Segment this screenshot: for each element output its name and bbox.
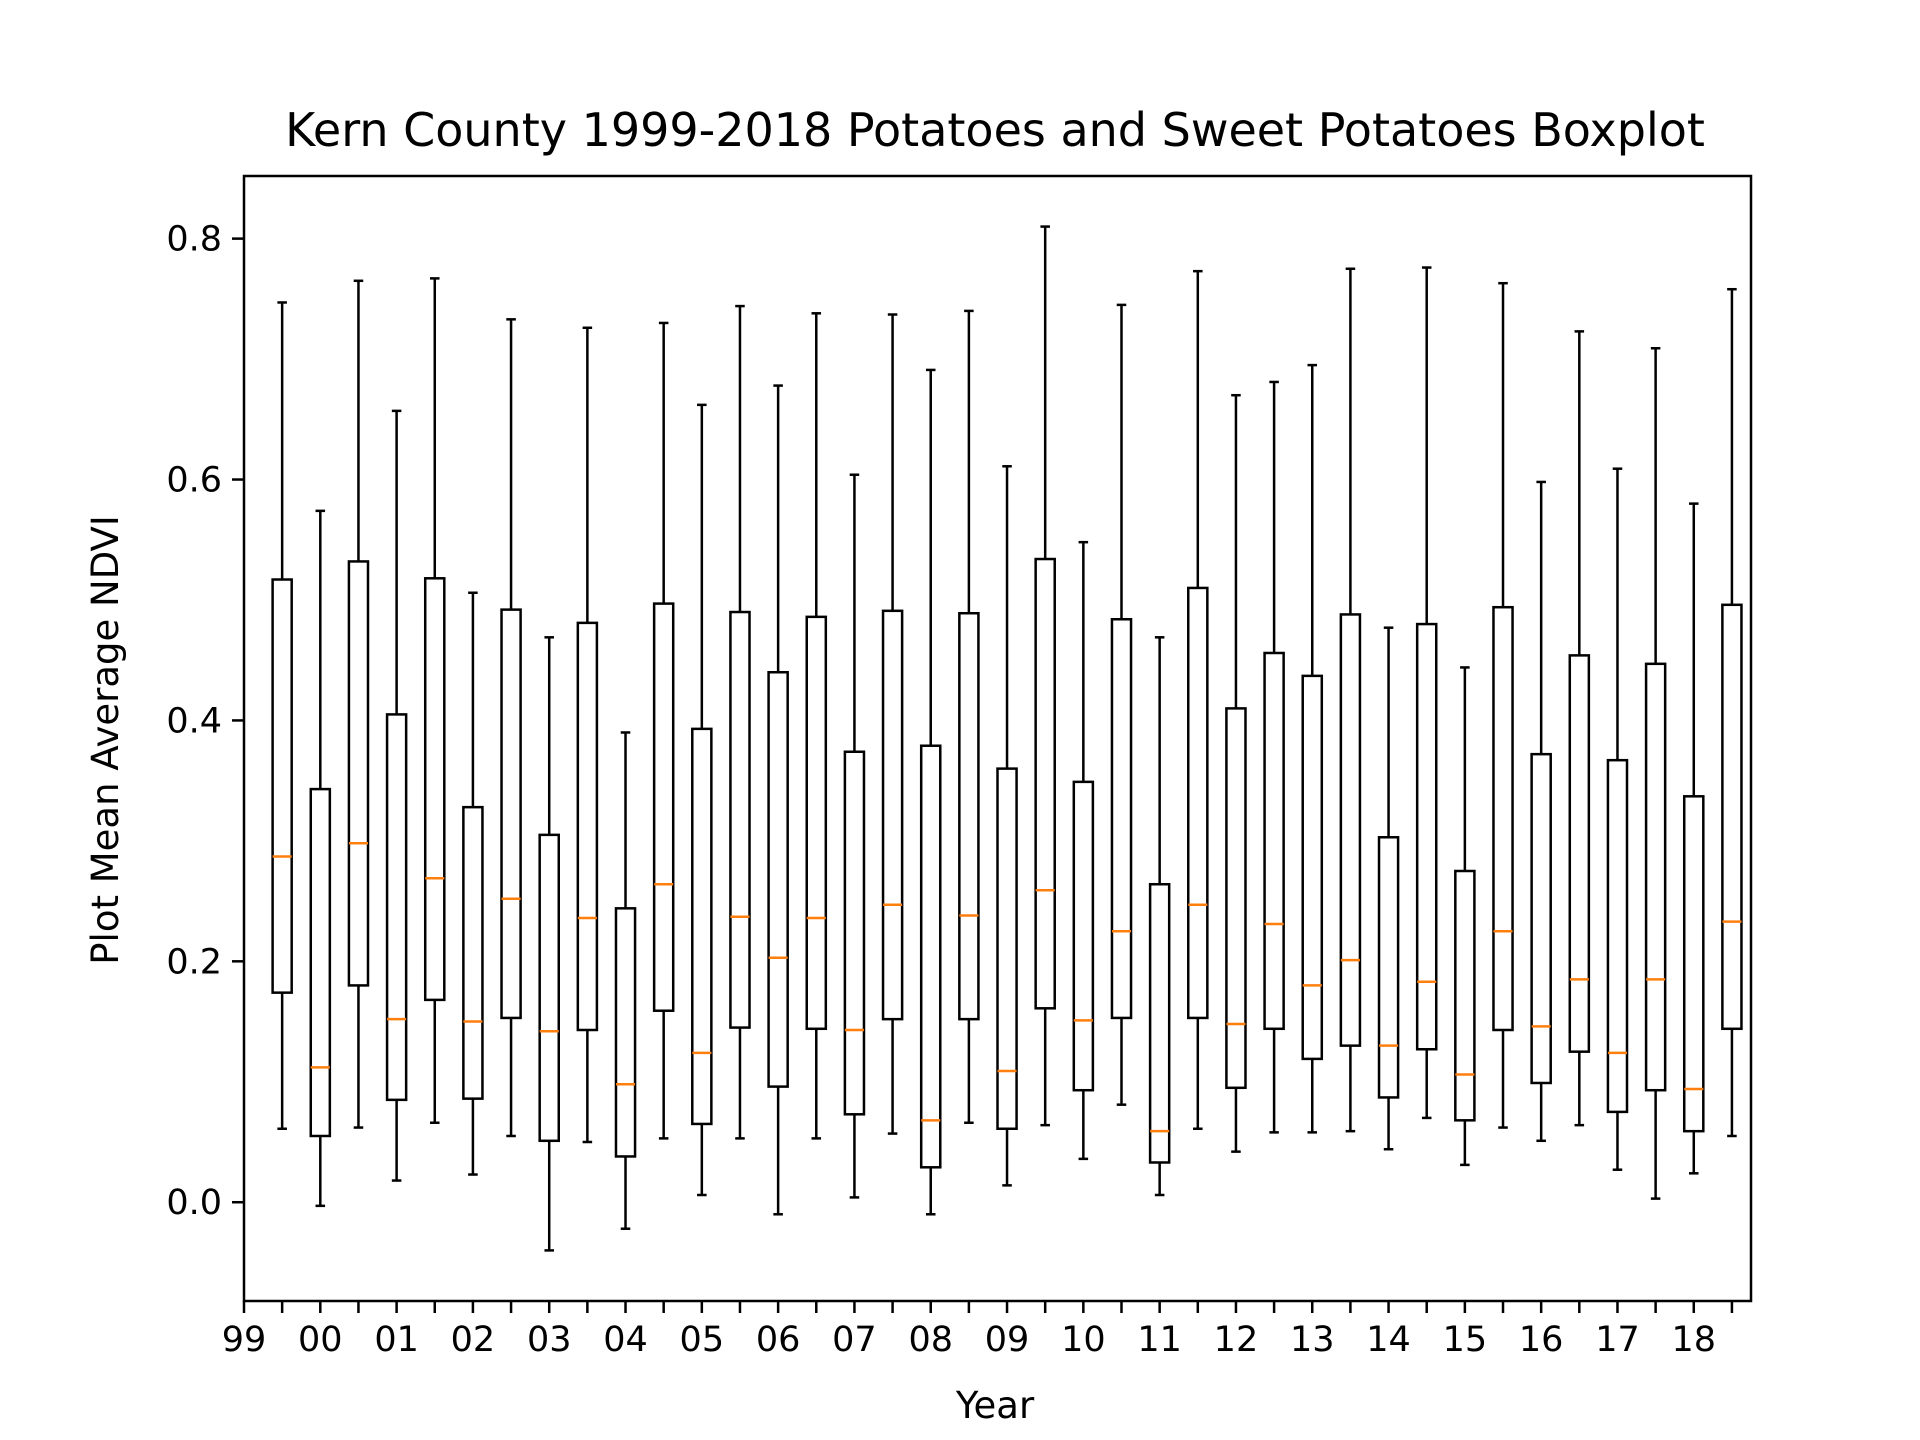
y-tick-label: 0.8 xyxy=(166,220,222,260)
box xyxy=(1339,613,1362,1047)
chart-title: Kern County 1999-2018 Potatoes and Sweet… xyxy=(285,103,1705,157)
box xyxy=(729,610,751,1029)
box xyxy=(958,611,980,1021)
y-tick-label: 0.0 xyxy=(166,1183,222,1223)
box xyxy=(500,608,522,1020)
box xyxy=(1721,603,1743,1031)
box xyxy=(691,727,713,1126)
box xyxy=(1034,557,1056,1010)
x-tick-label: 07 xyxy=(832,1320,877,1360)
y-axis-label: Plot Mean Average NDVI xyxy=(84,515,127,965)
box xyxy=(538,833,561,1143)
box xyxy=(423,577,446,1002)
x-tick-label: 01 xyxy=(374,1320,419,1360)
box xyxy=(805,615,828,1031)
x-tick-label: 04 xyxy=(603,1320,648,1360)
plot-area: 0.0 0.2 0.4 0.6 0.8 99 00 01 02 03 04 05 06 07 08 09 10 1… xyxy=(166,220,1743,1360)
x-tick-label: 08 xyxy=(908,1320,953,1360)
plot-frame xyxy=(242,174,1753,1303)
x-tick-label: 00 xyxy=(298,1320,343,1360)
box xyxy=(1072,780,1095,1092)
box xyxy=(309,787,332,1138)
box xyxy=(919,744,942,1169)
box xyxy=(1263,651,1285,1031)
x-tick-label: 15 xyxy=(1443,1320,1488,1360)
box xyxy=(1301,674,1324,1061)
box xyxy=(1148,882,1171,1164)
box xyxy=(1530,752,1552,1085)
x-tick-label: 13 xyxy=(1290,1320,1335,1360)
box xyxy=(652,602,675,1012)
box xyxy=(462,805,484,1100)
box xyxy=(1682,795,1705,1133)
box xyxy=(271,578,293,994)
x-tick-label: 14 xyxy=(1366,1320,1411,1360)
x-tick-label: 09 xyxy=(985,1320,1030,1360)
box xyxy=(1187,586,1209,1020)
x-tick-label: 02 xyxy=(451,1320,496,1360)
y-tick-label: 0.2 xyxy=(166,942,222,982)
x-tick-label: 16 xyxy=(1519,1320,1564,1360)
box xyxy=(1644,662,1667,1092)
box xyxy=(767,671,789,1088)
box xyxy=(1606,758,1629,1114)
box xyxy=(1568,654,1591,1053)
x-tick-label: 99 xyxy=(222,1320,267,1360)
box xyxy=(1377,836,1400,1099)
x-tick-label: 05 xyxy=(680,1320,725,1360)
x-tick-label: 17 xyxy=(1595,1320,1640,1360)
x-tick-label: 03 xyxy=(527,1320,572,1360)
x-tick-label: 06 xyxy=(756,1320,801,1360)
x-tick-label: 12 xyxy=(1214,1320,1259,1360)
y-tick-label: 0.4 xyxy=(166,701,222,741)
box xyxy=(1454,869,1476,1122)
box xyxy=(576,621,599,1032)
x-tick-label: 11 xyxy=(1137,1320,1182,1360)
y-tick-label: 0.6 xyxy=(166,461,222,501)
box xyxy=(996,767,1018,1131)
box xyxy=(1225,707,1247,1090)
box xyxy=(881,609,904,1021)
x-axis-label: Year xyxy=(955,1384,1035,1427)
box xyxy=(347,560,370,987)
box xyxy=(1110,618,1133,1020)
box xyxy=(1415,622,1438,1051)
x-tick-label: 10 xyxy=(1061,1320,1106,1360)
x-tick-label: 18 xyxy=(1671,1320,1716,1360)
box xyxy=(614,907,637,1158)
box xyxy=(385,713,408,1102)
box xyxy=(1492,605,1514,1032)
box xyxy=(843,750,866,1116)
